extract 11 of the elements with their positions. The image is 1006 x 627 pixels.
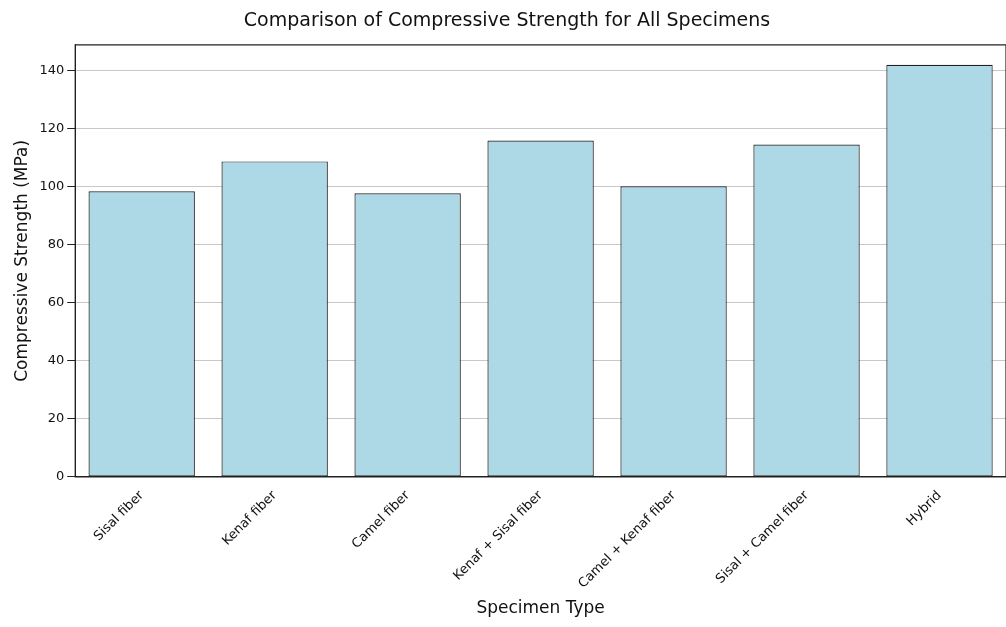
y-tick-label: 80 [47,236,65,252]
y-tick-label: 0 [55,468,65,484]
y-tick-label: 140 [39,62,65,78]
y-axis-title: Compressive Strength (MPa) [10,139,31,382]
y-tick-label: 100 [39,178,65,194]
chart-title: Comparison of Compressive Strength for All Specimens [243,8,771,31]
x-axis-title: Specimen Type [476,597,605,618]
y-tick-label: 20 [47,410,65,426]
y-tick-label: 60 [47,294,65,310]
y-tick-label: 40 [47,352,65,368]
y-tick-label: 120 [39,120,65,136]
